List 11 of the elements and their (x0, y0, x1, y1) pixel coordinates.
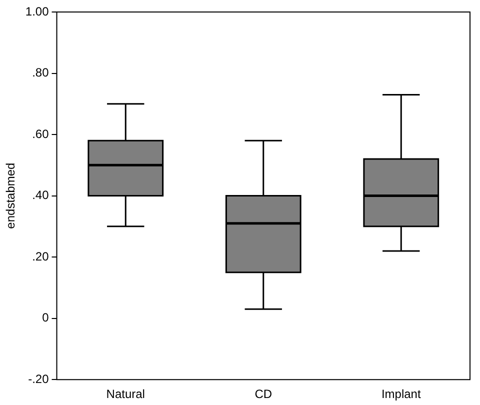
y-tick-label: .80 (32, 66, 50, 80)
y-tick-label: -.20 (28, 372, 50, 386)
y-tick-label: .20 (32, 249, 50, 264)
y-tick-label: .40 (32, 188, 50, 202)
y-tick-label: 0 (42, 310, 50, 325)
x-tick-label: CD (254, 387, 272, 402)
x-tick-label: Natural (106, 387, 145, 402)
y-tick-label: 1.00 (25, 4, 50, 18)
y-axis-title: endstabmed (4, 162, 18, 229)
x-tick-label: Implant (381, 387, 422, 402)
y-tick-label: .60 (32, 126, 50, 141)
